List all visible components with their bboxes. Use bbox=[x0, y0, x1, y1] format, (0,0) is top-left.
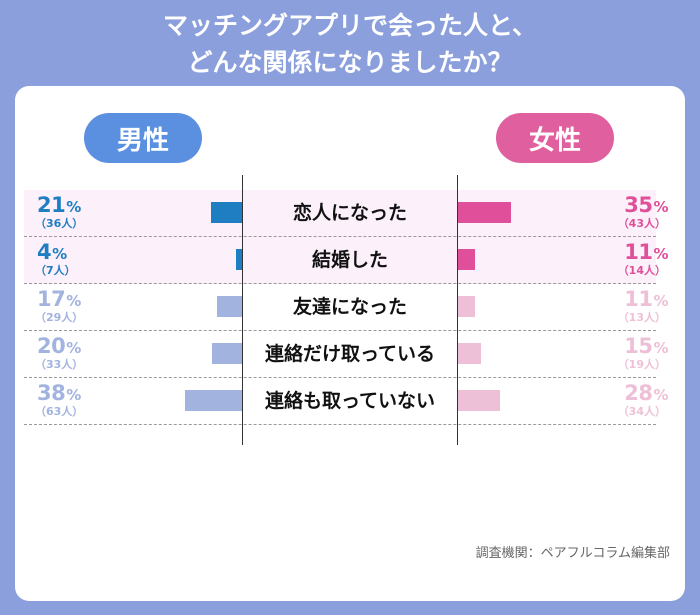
female-bar bbox=[458, 390, 500, 411]
value-unit: % bbox=[653, 245, 668, 263]
female-bar bbox=[458, 202, 511, 223]
value-number: 4 bbox=[37, 240, 52, 264]
male-value-label: 17% bbox=[37, 289, 81, 310]
category-label: 友達になった bbox=[292, 296, 407, 318]
chart-card bbox=[15, 86, 685, 601]
male-bar bbox=[236, 249, 242, 270]
value-unit: % bbox=[653, 292, 668, 310]
left-axis-line bbox=[242, 175, 243, 445]
male-value-label: 4% bbox=[37, 242, 67, 263]
female-bar bbox=[458, 343, 481, 364]
chart-row bbox=[24, 331, 656, 378]
male-bar bbox=[210, 202, 242, 223]
female-value-label: 11% bbox=[624, 242, 668, 263]
female-count-label: （19人） bbox=[617, 358, 666, 371]
male-bar bbox=[216, 296, 242, 317]
value-number: 20 bbox=[37, 334, 66, 358]
value-unit: % bbox=[66, 292, 81, 310]
value-unit: % bbox=[66, 198, 81, 216]
female-value-label: 35% bbox=[624, 195, 668, 216]
chart-row bbox=[24, 190, 656, 237]
male-value-label: 20% bbox=[37, 336, 81, 357]
right-axis-line bbox=[457, 175, 458, 445]
male-count-label: （7人） bbox=[35, 264, 76, 277]
male-bar bbox=[185, 390, 242, 411]
value-number: 28 bbox=[624, 381, 653, 405]
male-count-label: （29人） bbox=[35, 311, 84, 324]
value-number: 38 bbox=[37, 381, 66, 405]
value-unit: % bbox=[653, 386, 668, 404]
source-note: 調査機関：ペアフルコラム編集部 bbox=[475, 546, 670, 561]
value-number: 11 bbox=[624, 240, 653, 264]
value-unit: % bbox=[66, 386, 81, 404]
chart-row bbox=[24, 378, 656, 425]
male-value-label: 21% bbox=[37, 195, 81, 216]
category-label: 恋人になった bbox=[292, 202, 407, 224]
value-number: 21 bbox=[37, 193, 66, 217]
male-count-label: （33人） bbox=[35, 358, 84, 371]
chart-title-line2: どんな関係になりましたか？ bbox=[187, 48, 513, 77]
female-value-label: 15% bbox=[624, 336, 668, 357]
chart-title-line1: マッチングアプリで会った人と、 bbox=[162, 11, 537, 40]
male-value-label: 38% bbox=[37, 383, 81, 404]
female-value-label: 11% bbox=[624, 289, 668, 310]
female-bar bbox=[458, 249, 475, 270]
female-value-label: 28% bbox=[624, 383, 668, 404]
value-number: 35 bbox=[624, 193, 653, 217]
value-number: 11 bbox=[624, 287, 653, 311]
value-unit: % bbox=[653, 198, 668, 216]
legend-male-pill: 男性 bbox=[84, 113, 202, 163]
value-unit: % bbox=[52, 245, 67, 263]
female-bar bbox=[458, 296, 475, 317]
legend-female-pill: 女性 bbox=[496, 113, 614, 163]
category-label: 連絡だけ取っている bbox=[264, 343, 436, 365]
female-count-label: （14人） bbox=[617, 264, 666, 277]
female-count-label: （13人） bbox=[617, 311, 666, 324]
value-number: 17 bbox=[37, 287, 66, 311]
category-label: 連絡も取っていない bbox=[264, 390, 436, 412]
male-count-label: （63人） bbox=[35, 405, 84, 418]
chart-row bbox=[24, 237, 656, 284]
male-count-label: （36人） bbox=[35, 217, 84, 230]
category-label: 結婚した bbox=[311, 249, 388, 271]
female-count-label: （43人） bbox=[617, 217, 666, 230]
female-count-label: （34人） bbox=[617, 405, 666, 418]
chart-row bbox=[24, 284, 656, 331]
value-unit: % bbox=[653, 339, 668, 357]
value-unit: % bbox=[66, 339, 81, 357]
male-bar bbox=[212, 343, 242, 364]
value-number: 15 bbox=[624, 334, 653, 358]
